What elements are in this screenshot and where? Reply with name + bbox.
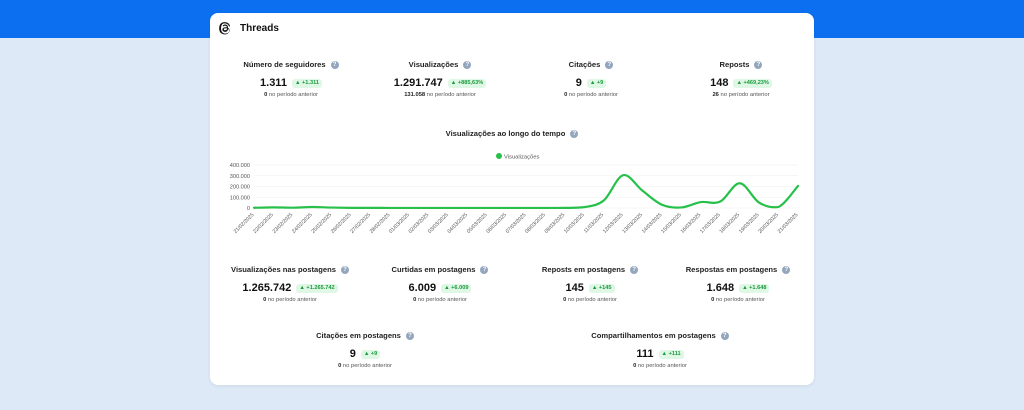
change-badge: ▲ +111: [658, 349, 684, 359]
previous-value: 0: [264, 92, 268, 98]
previous-value: 0: [633, 363, 637, 369]
metric-title: Reposts em postagens: [541, 265, 626, 274]
previous-label: no período anterior: [568, 92, 618, 98]
change-badge: ▲ +1.265.742: [296, 283, 338, 293]
metric-post-quotes: Citações em postagens? 9 ▲ +9 0 no períod…: [290, 331, 440, 369]
help-icon[interactable]: ?: [340, 265, 349, 274]
change-badge: ▲ +1.311: [291, 78, 322, 88]
previous-label: no período anterior: [417, 297, 467, 303]
help-icon[interactable]: ?: [754, 60, 763, 69]
metric-post-likes: Curtidas em postagens? 6.009 ▲ +6.009 0 n…: [365, 265, 515, 303]
legend-label: Visualizações: [504, 154, 539, 160]
help-icon[interactable]: ?: [570, 129, 579, 138]
change-badge: ▲ +9: [586, 78, 607, 88]
previous-label: no período anterior: [715, 297, 765, 303]
metric-title: Citações: [568, 60, 601, 69]
previous-label: no período anterior: [567, 297, 617, 303]
y-tick-label: 400.000: [230, 163, 250, 169]
x-tick-label: 10/03/2025: [563, 212, 586, 235]
metric-post-views: Visualizações nas postagens? 1.265.742 ▲ …: [215, 265, 365, 303]
previous-value: 0: [563, 297, 567, 303]
metric-value: 1.311: [260, 77, 287, 89]
help-icon[interactable]: ?: [330, 60, 339, 69]
series-line-visualizacoes: [252, 174, 800, 210]
previous-value: 131.058: [404, 92, 426, 98]
x-tick-label: 21/03/2025: [777, 212, 800, 235]
previous-value: 0: [711, 297, 715, 303]
y-tick-label: 100.000: [230, 195, 250, 201]
metric-followers: Número de seguidores? 1.311 ▲ +1.311 0 no…: [216, 60, 366, 98]
change-badge: ▲ +9: [360, 349, 381, 359]
change-badge: ▲ +1.648: [739, 283, 770, 293]
previous-value: 0: [263, 297, 267, 303]
metric-post-shares: Compartilhamentos em postagens? 111 ▲ +11…: [575, 331, 745, 369]
threads-card: Threads Número de seguidores? 1.311 ▲ +1.…: [210, 13, 814, 385]
card-header: Threads: [218, 18, 279, 38]
metric-value: 1.291.747: [393, 77, 443, 89]
previous-label: no período anterior: [267, 297, 317, 303]
metric-value: 9: [349, 348, 356, 360]
metric-reposts: Reposts? 148 ▲ +469,23% 26 no período ant…: [666, 60, 816, 98]
previous-label: no período anterior: [637, 363, 687, 369]
previous-value: 0: [564, 92, 568, 98]
metric-value: 145: [565, 282, 584, 294]
app-title: Threads: [240, 22, 279, 34]
metric-value: 6.009: [408, 282, 437, 294]
metric-title: Visualizações nas postagens: [231, 265, 336, 274]
previous-label: no período anterior: [268, 92, 318, 98]
metric-title: Visualizações: [408, 60, 459, 69]
previous-value: 0: [413, 297, 417, 303]
metric-views: Visualizações? 1.291.747 ▲ +885,63% 131.0…: [365, 60, 515, 98]
metric-title: Número de seguidores: [243, 60, 326, 69]
metric-value: 148: [710, 77, 729, 89]
legend-marker: [496, 153, 502, 159]
help-icon[interactable]: ?: [630, 265, 639, 274]
metric-title: Curtidas em postagens: [391, 265, 476, 274]
y-tick-label: 200.000: [230, 185, 250, 191]
change-badge: ▲ +145: [588, 283, 615, 293]
metric-title: Citações em postagens: [316, 331, 401, 340]
metric-value: 1.648: [706, 282, 735, 294]
metric-value: 9: [575, 77, 582, 89]
previous-label: no período anterior: [720, 92, 770, 98]
metric-post-replies: Respostas em postagens? 1.648 ▲ +1.648 0 …: [663, 265, 813, 303]
metric-value: 111: [636, 348, 654, 360]
previous-label: no período anterior: [342, 363, 392, 369]
previous-value: 0: [338, 363, 342, 369]
metric-title: Reposts: [719, 60, 750, 69]
metric-title: Compartilhamentos em postagens: [591, 331, 716, 340]
views-line-chart: Visualizações 400.000 300.000 200.000 100.00…: [230, 153, 800, 235]
y-tick-label: 0: [247, 206, 250, 212]
metric-title: Respostas em postagens: [685, 265, 778, 274]
help-icon[interactable]: ?: [480, 265, 489, 274]
help-icon[interactable]: ?: [405, 331, 414, 340]
metric-value: 1.265.742: [242, 282, 292, 294]
help-icon[interactable]: ?: [463, 60, 472, 69]
change-badge: ▲ +885,63%: [447, 78, 487, 88]
change-badge: ▲ +469,23%: [733, 78, 772, 88]
metric-post-reposts: Reposts em postagens? 145 ▲ +145 0 no per…: [515, 265, 665, 303]
previous-value: 26: [712, 92, 719, 98]
chart-title: Visualizações ao longo do tempo: [445, 129, 566, 138]
previous-label: no período anterior: [426, 92, 476, 98]
help-icon[interactable]: ?: [720, 331, 729, 340]
threads-logo-icon: [219, 22, 231, 35]
help-icon[interactable]: ?: [782, 265, 791, 274]
y-tick-label: 300.000: [230, 174, 250, 180]
help-icon[interactable]: ?: [605, 60, 614, 69]
change-badge: ▲ +6.009: [441, 283, 472, 293]
metric-quotes: Citações? 9 ▲ +9 0 no período anterior: [516, 60, 666, 98]
